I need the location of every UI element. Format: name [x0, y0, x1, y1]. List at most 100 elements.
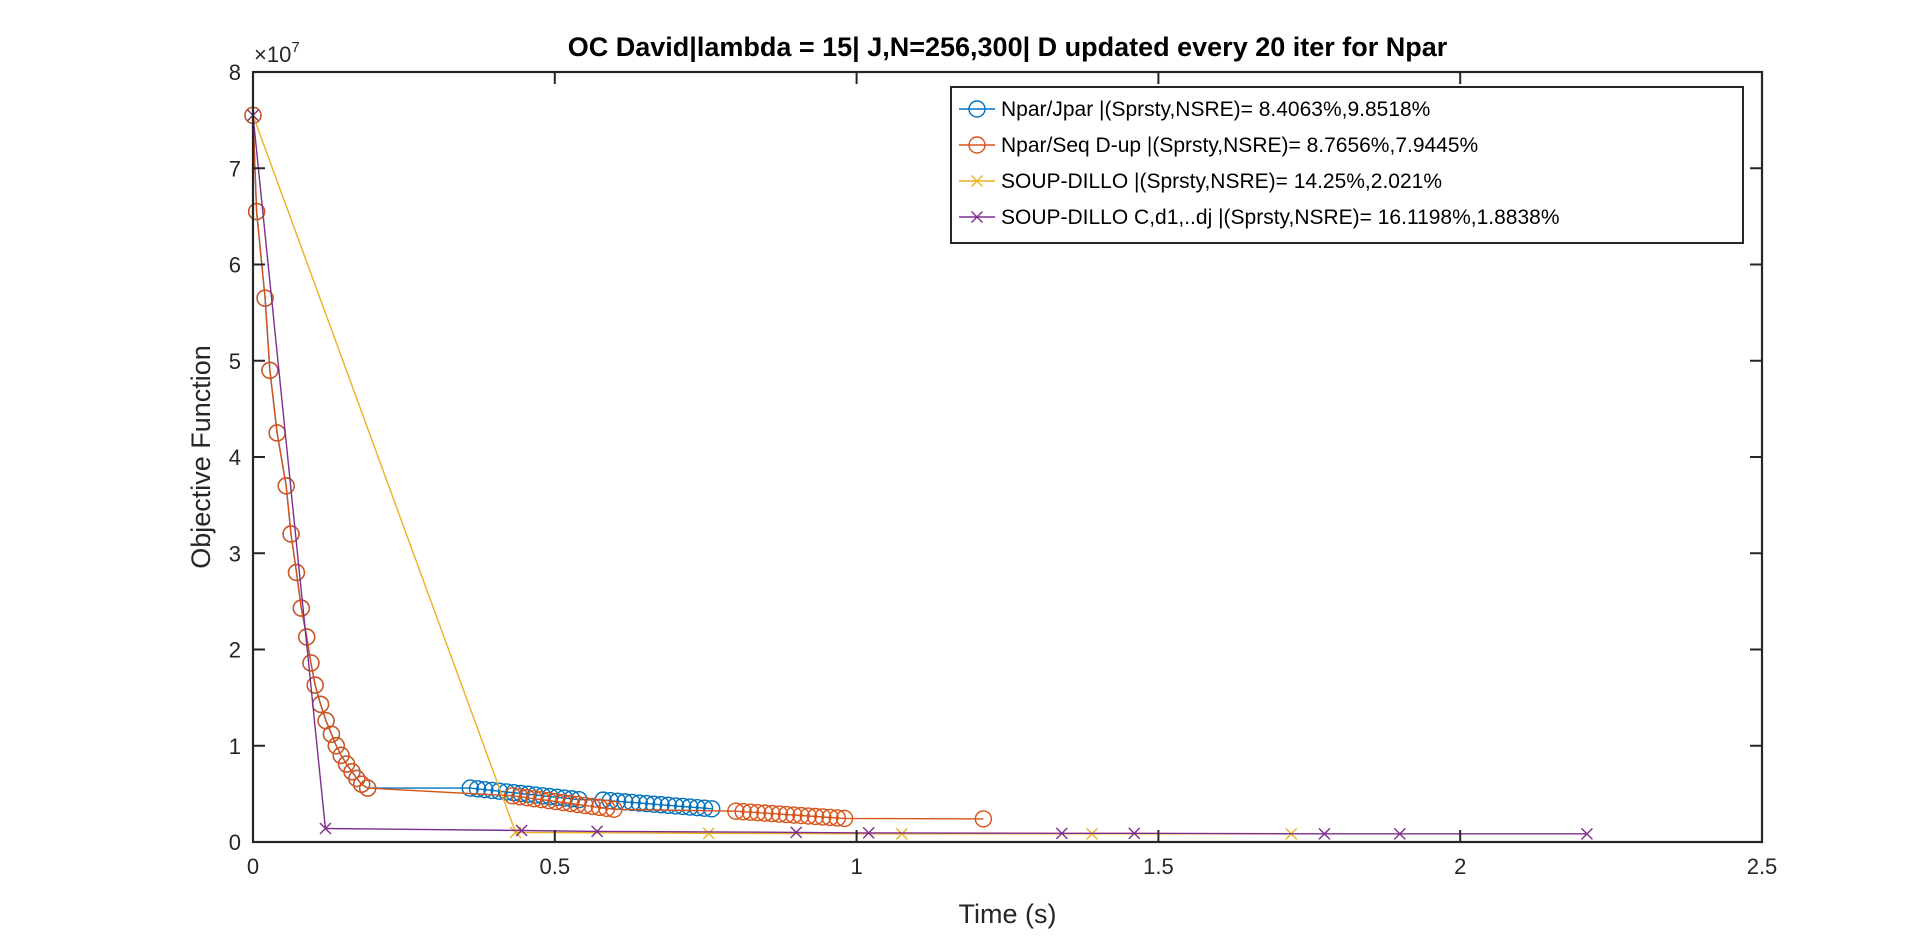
data-point: [727, 802, 745, 820]
data-point: [814, 808, 832, 826]
legend-marker: [971, 211, 983, 223]
data-point: [358, 779, 377, 797]
data-point: [247, 202, 266, 221]
data-point: [306, 676, 324, 694]
data-point: [1393, 827, 1406, 840]
data-point: [490, 782, 508, 800]
x-tick-label: 0: [247, 854, 259, 879]
data-point: [503, 787, 522, 805]
x-axis-label: Time (s): [959, 899, 1057, 929]
y-exponent-power: 7: [291, 39, 299, 56]
data-point: [282, 525, 300, 543]
legend-entry: SOUP-DILLO C,d1,..dj |(Sprsty,NSRE)= 16.…: [959, 206, 1560, 229]
data-point: [748, 803, 767, 822]
legend-label: SOUP-DILLO C,d1,..dj |(Sprsty,NSRE)= 16.…: [1001, 206, 1560, 229]
data-point: [261, 361, 279, 380]
legend-box: [950, 86, 1744, 244]
data-point: [630, 794, 649, 812]
y-tick-label: 8: [229, 60, 241, 85]
data-point: [695, 799, 714, 817]
legend-entry: Npar/Jpar |(Sprsty,NSRE)= 8.4063%,9.8518…: [959, 98, 1430, 121]
y-tick-label: 1: [229, 734, 241, 759]
data-point: [785, 806, 803, 824]
data-point: [332, 746, 350, 765]
data-point: [659, 796, 677, 815]
data-point: [576, 796, 594, 815]
data-point: [256, 289, 274, 307]
legend-marker: [971, 175, 983, 187]
data-point: [1128, 827, 1141, 840]
x-tick-label: 2.5: [1747, 854, 1778, 879]
data-point: [974, 810, 993, 828]
y-tick-label: 6: [229, 253, 241, 278]
data-point: [547, 792, 565, 811]
y-axis-label: Objective Function: [186, 345, 216, 569]
x-tick-label: 1: [850, 854, 862, 879]
data-point: [1318, 827, 1331, 840]
data-point: [681, 798, 699, 816]
legend-label: Npar/Seq D-up |(Sprsty,NSRE)= 8.7656%,7.…: [1001, 134, 1478, 157]
data-point: [862, 826, 875, 839]
data-point: [792, 806, 810, 825]
series-layer: [244, 106, 1593, 840]
y-tick-label: 5: [229, 349, 241, 374]
data-point: [540, 791, 558, 810]
y-tick-label: 4: [229, 445, 241, 470]
axes: 0 0.5 1 1.5 2 2.5 0 1 2 3 4 5 6 7 8: [229, 60, 1778, 879]
data-point: [763, 804, 781, 823]
legend-marker: [968, 136, 986, 154]
data-point: [598, 799, 616, 818]
data-point: [652, 796, 670, 814]
data-point: [554, 793, 572, 812]
data-point: [319, 822, 332, 835]
data-point: [623, 793, 641, 812]
legend-entry: Npar/Seq D-up |(Sprsty,NSRE)= 8.7656%,7.…: [959, 134, 1478, 157]
data-point: [756, 804, 774, 822]
legend-marker: [968, 100, 986, 118]
data-point: [674, 797, 692, 816]
data-point: [806, 807, 825, 826]
legend-entry: SOUP-DILLO |(Sprsty,NSRE)= 14.25%,2.021%: [959, 170, 1442, 193]
data-point: [645, 795, 663, 813]
y-tick-label: 3: [229, 541, 241, 566]
data-point: [734, 802, 752, 821]
data-point: [895, 827, 908, 840]
data-point: [828, 809, 846, 827]
data-point: [770, 805, 789, 823]
legend-label: Npar/Jpar |(Sprsty,NSRE)= 8.4063%,9.8518…: [1001, 98, 1430, 121]
data-point: [605, 800, 623, 818]
data-point: [637, 794, 656, 813]
y-axis-exponent: ×107: [254, 39, 300, 67]
data-point: [1055, 827, 1068, 840]
data-point: [532, 790, 551, 809]
data-point: [1580, 827, 1593, 840]
chart-title: OC David|lambda = 15| J,N=256,300| D upd…: [568, 32, 1448, 62]
data-point: [741, 803, 760, 821]
data-point: [518, 789, 536, 807]
y-tick-label: 7: [229, 156, 241, 181]
legend-label: SOUP-DILLO |(Sprsty,NSRE)= 14.25%,2.021%: [1001, 170, 1442, 193]
data-point: [702, 827, 715, 840]
data-point: [583, 797, 601, 816]
data-point: [461, 779, 479, 797]
data-point: [561, 794, 580, 813]
series-4: [247, 109, 1593, 840]
data-point: [348, 769, 366, 788]
data-point: [666, 797, 685, 815]
data-point: [322, 725, 341, 743]
data-point: [302, 654, 320, 672]
x-tick-label: 2: [1454, 854, 1466, 879]
data-point: [688, 798, 706, 817]
legend: Npar/Jpar |(Sprsty,NSRE)= 8.4063%,9.8518…: [950, 86, 1744, 244]
data-point: [777, 805, 796, 824]
data-point: [292, 599, 310, 617]
data-point: [327, 737, 345, 755]
data-point: [590, 798, 609, 817]
data-point: [525, 789, 543, 808]
y-exponent-base: ×10: [254, 42, 291, 67]
x-tick-label: 0.5: [540, 854, 571, 879]
y-tick-label: 2: [229, 638, 241, 663]
data-point: [287, 563, 306, 582]
data-point: [511, 788, 529, 806]
